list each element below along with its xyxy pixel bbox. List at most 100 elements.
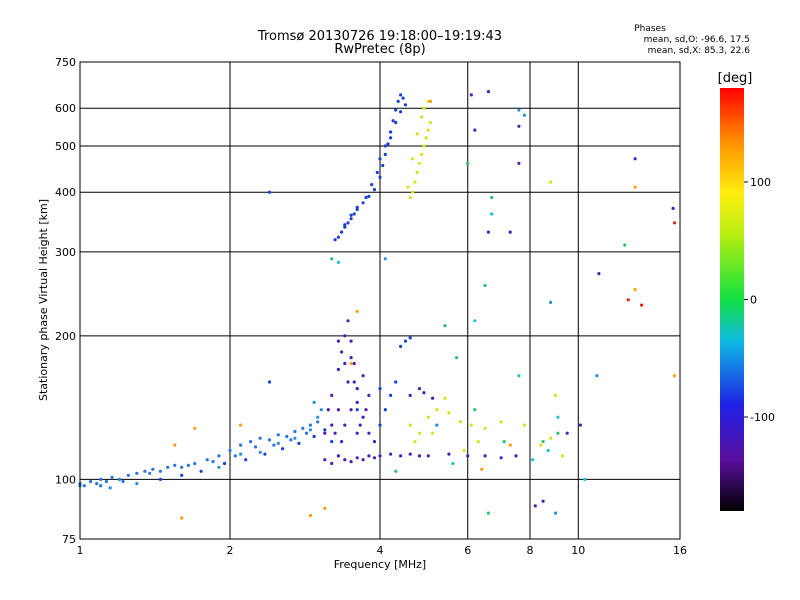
data-point <box>394 108 398 112</box>
data-point <box>186 463 190 467</box>
data-point <box>672 374 677 378</box>
data-point <box>483 426 487 430</box>
data-point <box>396 99 400 103</box>
data-point <box>333 238 337 242</box>
data-point <box>352 380 356 384</box>
data-point <box>293 436 297 440</box>
data-point <box>413 180 417 184</box>
data-point <box>517 374 521 378</box>
data-point <box>408 195 412 200</box>
data-point <box>355 207 359 212</box>
data-point <box>633 288 637 292</box>
x-tick-label: 10 <box>571 544 585 557</box>
data-point <box>346 319 350 323</box>
data-point <box>361 415 365 419</box>
data-point <box>367 454 371 458</box>
data-point <box>623 243 627 247</box>
data-point <box>323 428 327 432</box>
data-point <box>394 120 398 125</box>
data-point <box>180 465 184 469</box>
data-point <box>349 339 353 343</box>
data-point <box>426 415 430 419</box>
colorbar <box>720 88 744 511</box>
data-point <box>346 380 350 384</box>
data-point <box>381 163 385 168</box>
y-tick-label: 200 <box>55 330 76 343</box>
data-point <box>378 454 382 458</box>
data-point <box>355 431 359 435</box>
phase-stats-x: mean, sd,X: 85.3, 22.6 <box>648 46 751 56</box>
data-point <box>389 130 393 134</box>
data-point <box>308 423 312 427</box>
data-point <box>166 465 170 469</box>
data-point <box>508 443 512 447</box>
data-point <box>431 396 435 400</box>
data-point <box>82 484 86 488</box>
data-point <box>417 454 422 458</box>
data-point <box>330 257 334 261</box>
data-point <box>556 431 560 435</box>
data-point <box>336 367 340 372</box>
data-point <box>595 374 599 378</box>
data-point <box>426 454 430 458</box>
data-point <box>316 420 320 424</box>
data-point <box>411 157 415 161</box>
data-point <box>597 272 601 276</box>
data-point <box>343 225 347 229</box>
data-point <box>469 423 473 427</box>
data-point <box>378 423 382 427</box>
data-point <box>435 408 439 412</box>
data-point <box>508 230 512 234</box>
data-point <box>372 188 377 192</box>
data-point <box>267 190 272 194</box>
data-point <box>135 482 139 486</box>
data-point <box>293 429 297 434</box>
data-point <box>517 161 521 165</box>
data-point <box>333 431 337 435</box>
data-point <box>483 454 487 458</box>
data-point <box>411 190 415 194</box>
data-point <box>383 257 387 261</box>
data-point <box>483 283 487 288</box>
x-tick-label: 1 <box>77 544 84 557</box>
data-point <box>473 408 477 412</box>
data-point <box>340 440 344 444</box>
data-point <box>211 460 215 464</box>
data-point <box>383 152 387 157</box>
data-point <box>267 438 272 442</box>
data-point <box>99 477 103 481</box>
data-point <box>336 339 340 343</box>
data-point <box>386 142 390 146</box>
plot-grid <box>80 62 680 539</box>
data-point <box>117 477 122 481</box>
data-point <box>394 380 398 384</box>
y-tick-label: 600 <box>55 102 76 115</box>
data-point <box>364 195 368 200</box>
data-point <box>361 374 365 378</box>
data-point <box>352 212 356 216</box>
data-point <box>323 506 327 510</box>
data-point <box>403 339 408 343</box>
data-point <box>349 213 353 217</box>
data-point <box>553 511 558 515</box>
data-point <box>343 223 347 227</box>
data-point <box>626 298 630 302</box>
data-point <box>367 393 371 397</box>
data-point <box>173 463 177 467</box>
data-point <box>312 400 316 404</box>
data-point <box>239 423 243 427</box>
y-axis-label: Stationary phase Virtual Height [km] <box>37 199 50 401</box>
data-point <box>413 440 417 444</box>
data-point <box>355 309 359 313</box>
data-point <box>193 461 197 466</box>
data-point <box>486 230 490 234</box>
data-point <box>95 482 99 486</box>
data-point <box>426 128 430 132</box>
data-point <box>233 454 237 458</box>
data-point <box>193 426 197 430</box>
data-point <box>514 454 518 458</box>
data-point <box>408 336 412 340</box>
data-point <box>455 356 459 360</box>
data-point <box>239 443 243 447</box>
y-tick-label: 400 <box>55 186 76 199</box>
